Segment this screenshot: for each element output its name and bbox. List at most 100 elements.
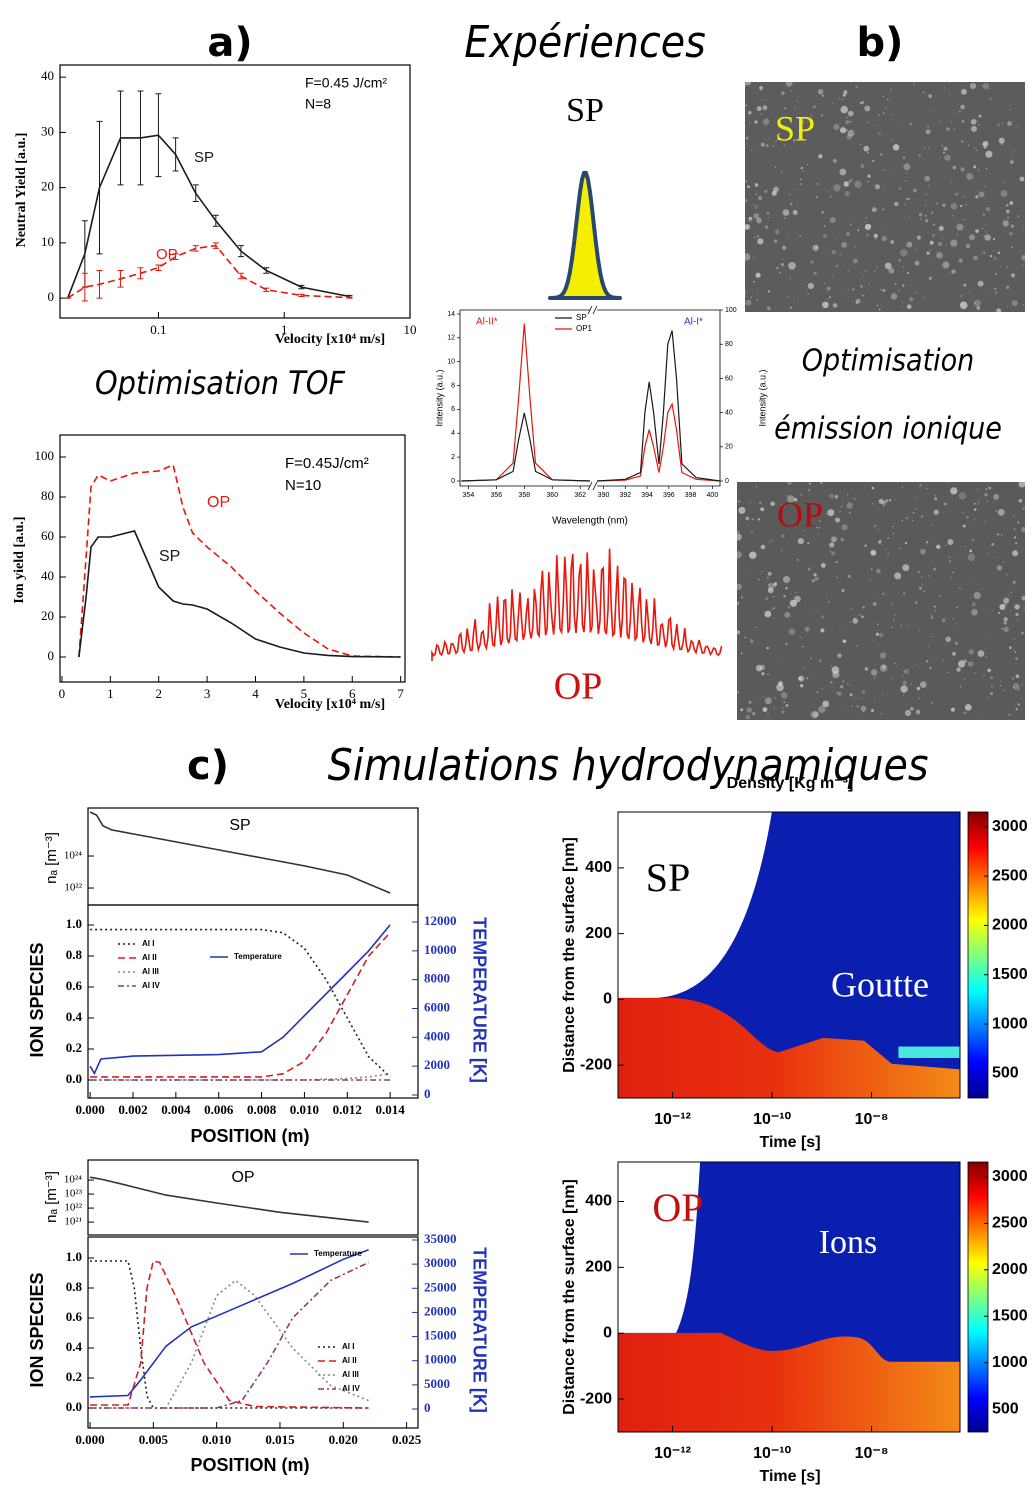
sem-grain — [909, 122, 913, 126]
y-tick-label: -200 — [580, 1056, 612, 1073]
sem-grain — [890, 293, 898, 300]
sem-grain — [947, 539, 954, 545]
y2-tick-label: 12000 — [424, 913, 457, 928]
sem-grain — [836, 264, 839, 267]
sem-grain — [973, 255, 978, 261]
sem-grain — [753, 280, 756, 283]
sem-grain — [861, 690, 866, 694]
x-tick-label: 0.012 — [333, 1102, 362, 1117]
panel-label: a) — [207, 20, 252, 66]
y2-tick-label: 30000 — [424, 1255, 457, 1270]
sem-grain — [737, 583, 742, 590]
sem-grain — [989, 98, 992, 100]
sem-grain — [825, 513, 827, 515]
y-tick-label: 40 — [41, 568, 54, 583]
sem-grain — [819, 659, 822, 661]
y2-tick-label: 20 — [725, 444, 733, 451]
sem-grain — [995, 272, 998, 275]
sem-grain — [915, 709, 921, 715]
annotation: N=8 — [305, 96, 331, 112]
sem-grain — [920, 681, 927, 688]
sem-grain — [837, 691, 842, 696]
sem-grain — [879, 699, 881, 701]
sem-grain — [884, 262, 892, 270]
sem-grain — [884, 106, 887, 109]
axis-label: Intensity (a.u.) — [757, 369, 767, 426]
sem-grain — [914, 601, 918, 605]
sem-grain — [1012, 686, 1015, 689]
sem-grain — [978, 169, 980, 171]
sem-grain — [818, 154, 823, 159]
sem-grain — [973, 165, 977, 169]
sem-grain — [795, 105, 797, 107]
sem-grain — [861, 615, 864, 619]
sem-grain — [876, 592, 878, 595]
y-tick-label: 100 — [35, 448, 55, 463]
sem-grain — [737, 530, 740, 534]
sem-grain — [926, 487, 928, 489]
sem-grain — [839, 626, 841, 628]
sem-grain — [800, 178, 802, 181]
annotation: F=0.45J/cm² — [285, 455, 369, 472]
sem-grain — [957, 192, 960, 194]
sem-grain — [773, 239, 778, 243]
sem-grain — [903, 668, 910, 675]
sem-grain — [997, 123, 1000, 127]
sem-grain — [1011, 246, 1013, 248]
sem-grain — [839, 253, 841, 256]
sem-grain — [812, 711, 819, 718]
sem-grain — [759, 501, 762, 504]
sem-grain — [808, 482, 812, 485]
sem-grain — [951, 214, 954, 217]
sem-grain — [787, 606, 791, 609]
y2-tick-label: 60 — [725, 375, 733, 382]
sem-grain — [977, 280, 984, 287]
sem-grain — [767, 571, 772, 576]
sem-grain — [785, 587, 788, 590]
sem-grain — [928, 147, 930, 149]
sem-grain — [771, 609, 773, 611]
sem-grain — [952, 571, 955, 574]
sem-grain — [983, 146, 986, 149]
series-line — [596, 402, 721, 482]
sem-grain — [772, 583, 777, 588]
sem-grain — [755, 272, 761, 278]
sem-grain — [934, 610, 936, 612]
sem-grain — [788, 126, 790, 128]
sem-grain — [967, 291, 970, 293]
pulse-shape — [431, 548, 723, 661]
sem-grain — [831, 591, 833, 593]
sem-grain — [887, 537, 889, 539]
sem-grain — [846, 129, 848, 132]
sem-grain — [876, 568, 881, 574]
sem-grain — [1010, 273, 1016, 278]
sem-grain — [772, 145, 775, 148]
sem-grain — [761, 571, 763, 573]
heatmap-region — [618, 812, 772, 998]
sem-grain — [787, 482, 792, 486]
y-tick-label: 10²⁴ — [64, 1174, 82, 1186]
y-tick-label: 200 — [585, 925, 612, 942]
sem-grain — [768, 582, 775, 590]
sem-grain — [806, 677, 809, 680]
sem-grain — [1000, 190, 1008, 197]
sem-grain — [814, 576, 819, 581]
sem-grain — [894, 614, 896, 616]
sem-grain — [1007, 121, 1012, 126]
sem-grain — [829, 217, 836, 224]
sem-grain — [982, 83, 990, 90]
sem-grain — [967, 553, 976, 562]
sem-grain — [973, 592, 981, 600]
sem-grain — [878, 540, 882, 544]
sem-grain — [882, 505, 884, 508]
x-tick-label: 360 — [546, 492, 558, 499]
sem-grain — [918, 697, 920, 699]
sem-grain — [1015, 301, 1017, 303]
sem-grain — [762, 105, 768, 111]
axis-label: nₐ [m⁻³] — [43, 1171, 60, 1223]
sem-grain — [788, 628, 796, 635]
sem-grain — [943, 151, 945, 154]
sem-grain — [831, 551, 836, 556]
sem-grain — [887, 552, 890, 555]
x-tick-label: 354 — [463, 492, 475, 499]
